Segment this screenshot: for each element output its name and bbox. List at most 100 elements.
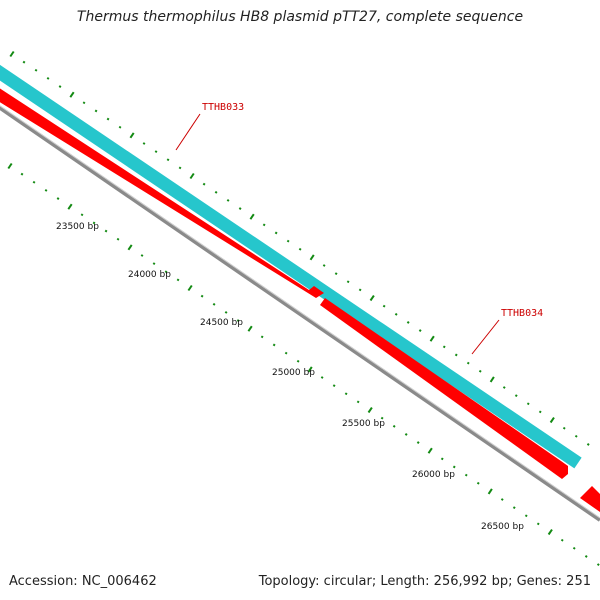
inner-tick-marks bbox=[7, 162, 600, 567]
inner-tick-mark bbox=[152, 262, 156, 265]
gene-leader-tthb033 bbox=[175, 113, 201, 151]
outer-tick-mark bbox=[238, 207, 242, 210]
inner-tick-mark bbox=[284, 351, 288, 355]
outer-tick-mark bbox=[549, 417, 555, 424]
inner-tick-mark bbox=[307, 366, 313, 373]
outer-tick-mark bbox=[262, 223, 266, 227]
inner-tick-mark bbox=[452, 465, 456, 469]
outer-tick-mark bbox=[142, 142, 146, 145]
inner-tick-mark bbox=[487, 488, 493, 495]
outer-tick-mark bbox=[514, 394, 518, 398]
outer-tick-mark bbox=[82, 101, 86, 105]
inner-tick-mark bbox=[212, 302, 216, 306]
outer-tick-mark bbox=[562, 426, 566, 430]
outer-tick-mark bbox=[526, 402, 530, 406]
outer-tick-mark bbox=[274, 231, 278, 235]
outer-tick-mark bbox=[118, 125, 122, 129]
inner-tick-mark bbox=[440, 457, 444, 461]
inner-tick-mark bbox=[224, 311, 228, 314]
outer-tick-mark bbox=[309, 254, 315, 261]
gene-leader-tthb034 bbox=[471, 319, 500, 355]
outer-tick-mark bbox=[94, 109, 98, 113]
inner-tick-mark bbox=[572, 546, 576, 550]
inner-tick-mark bbox=[56, 197, 60, 200]
inner-tick-mark bbox=[560, 538, 564, 542]
gene-arrow-next bbox=[580, 486, 600, 512]
outer-tick-mark bbox=[429, 335, 435, 342]
outer-tick-mark bbox=[574, 434, 578, 438]
outer-tick-mark bbox=[418, 329, 422, 332]
inner-tick-mark bbox=[296, 359, 300, 363]
scale-label-25000: 25000 bp bbox=[272, 368, 315, 378]
accession-label: Accession: NC_006462 bbox=[9, 574, 157, 589]
outer-tick-mark bbox=[406, 321, 410, 324]
inner-tick-mark bbox=[272, 343, 276, 347]
outer-tick-mark bbox=[166, 158, 170, 162]
inner-tick-mark bbox=[547, 529, 553, 536]
outer-tick-mark bbox=[358, 288, 362, 292]
outer-tick-mark bbox=[129, 132, 135, 139]
outer-tick-mark bbox=[249, 213, 255, 220]
inner-tick-mark bbox=[500, 498, 504, 501]
inner-tick-mark bbox=[116, 237, 120, 241]
outer-tick-mark bbox=[298, 247, 302, 251]
inner-tick-mark bbox=[596, 563, 600, 567]
outer-tick-mark bbox=[394, 312, 398, 316]
inner-tick-mark bbox=[380, 416, 384, 420]
outer-tick-mark bbox=[286, 239, 290, 243]
outer-tick-mark bbox=[202, 182, 206, 186]
scale-label-24000: 24000 bp bbox=[128, 270, 171, 280]
inner-tick-mark bbox=[427, 447, 433, 454]
inner-tick-mark bbox=[416, 441, 420, 444]
inner-tick-mark bbox=[464, 473, 468, 477]
outer-tick-mark bbox=[466, 361, 470, 365]
outer-tick-mark bbox=[442, 345, 446, 349]
inner-tick-mark bbox=[140, 254, 144, 257]
inner-tick-mark bbox=[127, 244, 133, 251]
outer-tick-mark bbox=[9, 50, 15, 58]
inner-tick-mark bbox=[524, 514, 528, 518]
inner-tick-mark bbox=[404, 433, 408, 436]
outer-tick-mark bbox=[382, 304, 386, 308]
inner-tick-mark bbox=[512, 506, 516, 510]
outer-tick-mark bbox=[178, 166, 182, 170]
inner-tick-mark bbox=[392, 424, 396, 428]
outer-tick-mark bbox=[454, 353, 458, 357]
inner-tick-mark bbox=[367, 407, 373, 414]
outer-tick-mark bbox=[58, 85, 62, 88]
inner-tick-mark bbox=[164, 270, 168, 274]
inner-tick-mark bbox=[44, 189, 48, 192]
inner-tick-mark bbox=[7, 162, 13, 170]
inner-tick-mark bbox=[320, 376, 324, 379]
inner-tick-mark bbox=[236, 319, 240, 322]
outer-tick-marks bbox=[9, 50, 590, 446]
outer-tick-mark bbox=[69, 91, 75, 98]
map-title: Thermus thermophilus HB8 plasmid pTT27, … bbox=[76, 9, 524, 25]
inner-tick-mark bbox=[584, 555, 588, 558]
scale-label-25500: 25500 bp bbox=[342, 419, 385, 429]
scale-label-26000: 26000 bp bbox=[412, 470, 455, 480]
inner-tick-mark bbox=[20, 172, 24, 176]
scale-label-23500: 23500 bp bbox=[56, 222, 99, 232]
outer-tick-mark bbox=[502, 386, 506, 389]
backbone-line-highlight bbox=[0, 105, 600, 519]
outer-tick-mark bbox=[154, 150, 158, 153]
inner-tick-mark bbox=[356, 400, 360, 404]
inner-tick-mark bbox=[476, 481, 480, 485]
gene-arrow-tthb034 bbox=[320, 298, 568, 479]
inner-tick-mark bbox=[32, 180, 36, 184]
outer-tick-mark bbox=[334, 272, 338, 276]
outer-tick-mark bbox=[106, 117, 110, 121]
inner-tick-mark bbox=[536, 522, 540, 526]
scale-label-24500: 24500 bp bbox=[200, 318, 243, 328]
inner-tick-mark bbox=[260, 335, 264, 339]
outer-tick-mark bbox=[34, 68, 38, 72]
inner-tick-mark bbox=[67, 203, 73, 210]
backbone-line bbox=[0, 105, 600, 522]
outer-tick-mark bbox=[346, 280, 350, 284]
outer-tick-mark bbox=[226, 199, 230, 202]
inner-tick-mark bbox=[200, 294, 204, 298]
inner-tick-mark bbox=[176, 278, 180, 282]
